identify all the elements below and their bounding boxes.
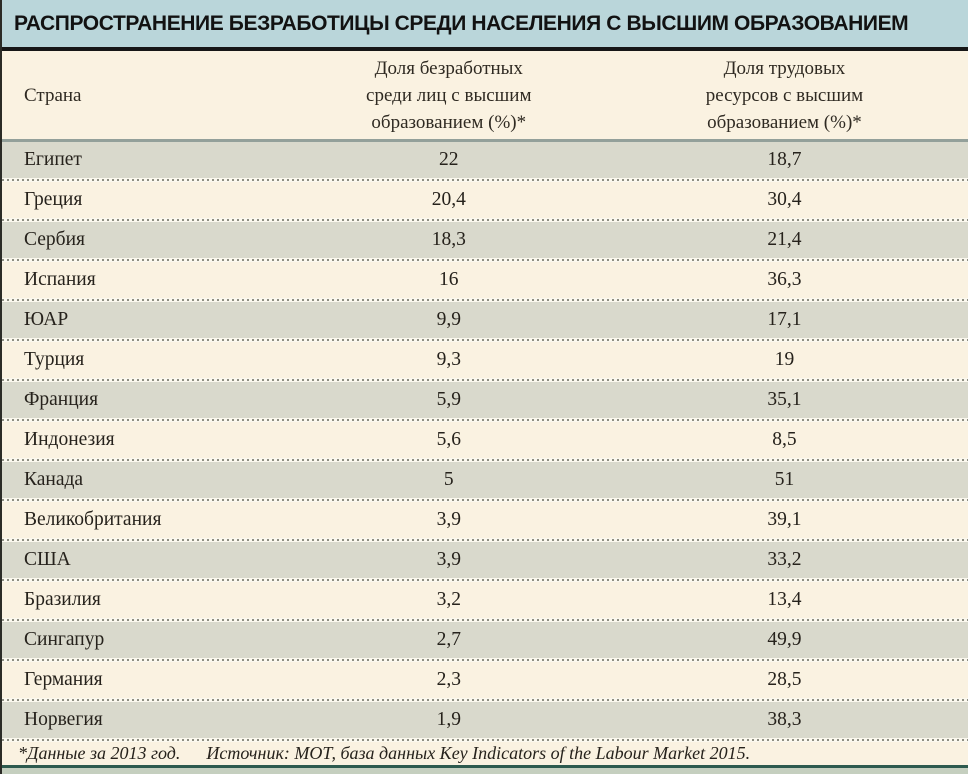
labor-share-cell: 49,9 (767, 629, 802, 650)
table-body: Египет 22 18,7 Греция 20,4 30,4 Сербия 18,3 21,4… (2, 142, 968, 738)
unemployed-share-cell: 16 (439, 269, 459, 290)
table-row: Сербия 18,3 21,4 (2, 222, 968, 258)
table-row: Греция 20,4 30,4 (2, 182, 968, 218)
table-row: Турция 9,3 19 (2, 342, 968, 378)
row-separator (2, 538, 968, 542)
row-separator (2, 458, 968, 462)
table-row: Норвегия 1,9 38,3 (2, 702, 968, 738)
labor-share-cell: 51 (774, 469, 795, 490)
footer-separator (2, 738, 968, 742)
column-header-labor-share: Доля трудовых ресурсов с высшим образова… (705, 57, 864, 133)
column-header-country: Страна (24, 84, 82, 106)
unemployed-share-cell: 20,4 (431, 189, 466, 210)
labor-share-cell: 8,5 (772, 429, 797, 450)
footnote-text: *Данные за 2013 год. (18, 743, 181, 763)
table-row: Бразилия 3,2 13,4 (2, 582, 968, 618)
unemployed-share-cell: 9,3 (436, 349, 461, 370)
unemployed-share-cell: 5 (443, 469, 454, 490)
country-cell: Индонезия (24, 429, 115, 450)
bottom-rule (2, 765, 968, 768)
table-header-row: Страна Доля безработных среди лиц с высш… (2, 51, 968, 139)
unemployed-share-cell: 9,9 (436, 309, 461, 330)
country-cell: Сербия (24, 229, 85, 250)
country-cell: Испания (24, 269, 96, 290)
labor-share-cell: 28,5 (767, 669, 802, 690)
row-separator (2, 298, 968, 302)
labor-share-cell: 38,3 (767, 709, 802, 730)
country-cell: Бразилия (24, 589, 101, 610)
column-header-unemployed-share: Доля безработных среди лиц с высшим обра… (366, 57, 532, 133)
table-title-band: РАСПРОСТРАНЕНИЕ БЕЗРАБОТИЦЫ СРЕДИ НАСЕЛЕ… (2, 0, 968, 47)
country-cell: Турция (24, 349, 85, 370)
table-row: Египет 22 18,7 (2, 142, 968, 178)
labor-share-cell: 19 (774, 349, 795, 370)
unemployed-share-cell: 18,3 (431, 229, 466, 250)
row-separator (2, 498, 968, 502)
unemployed-share-cell: 22 (439, 149, 459, 170)
bottom-band (2, 768, 968, 774)
labor-share-cell: 21,4 (767, 229, 802, 250)
table-row: Великобритания 3,9 39,1 (2, 502, 968, 538)
table-row: ЮАР 9,9 17,1 (2, 302, 968, 338)
title-divider-rule (2, 47, 968, 51)
labor-share-cell: 35,1 (767, 389, 802, 410)
row-separator (2, 578, 968, 582)
row-separator (2, 658, 968, 662)
country-cell: США (24, 549, 71, 570)
unemployed-share-cell: 3,9 (436, 549, 461, 570)
country-cell: Норвегия (24, 709, 103, 730)
country-cell: Сингапур (24, 629, 105, 650)
row-separator (2, 338, 968, 342)
country-cell: Канада (24, 469, 84, 490)
row-separator (2, 698, 968, 702)
unemployed-share-cell: 3,2 (436, 589, 461, 610)
country-cell: Великобритания (24, 509, 162, 530)
table-row: Индонезия 5,6 8,5 (2, 422, 968, 458)
table-row: Франция 5,9 35,1 (2, 382, 968, 418)
unemployed-share-cell: 3,9 (436, 509, 461, 530)
labor-share-cell: 30,4 (767, 189, 802, 210)
row-separator (2, 418, 968, 422)
table-row: Испания 16 36,3 (2, 262, 968, 298)
labor-share-cell: 36,3 (767, 269, 802, 290)
labor-share-cell: 18,7 (767, 149, 802, 170)
unemployed-share-cell: 2,3 (436, 669, 461, 690)
source-text: Источник: МОТ, база данных Key Indicator… (206, 743, 751, 763)
country-cell: ЮАР (24, 309, 69, 330)
unemployed-share-cell: 1,9 (436, 709, 461, 730)
table-row: Германия 2,3 28,5 (2, 662, 968, 698)
country-cell: Германия (24, 669, 103, 690)
unemployed-share-cell: 5,6 (436, 429, 461, 450)
country-cell: Франция (24, 389, 99, 410)
labor-share-cell: 17,1 (767, 309, 802, 330)
table-row: США 3,9 33,2 (2, 542, 968, 578)
labor-share-cell: 13,4 (767, 589, 802, 610)
country-cell: Греция (24, 189, 83, 210)
table-footer: *Данные за 2013 год. Источник: МОТ, база… (2, 742, 968, 765)
row-separator (2, 378, 968, 382)
row-separator (2, 618, 968, 622)
labor-share-cell: 39,1 (767, 509, 802, 530)
labor-share-cell: 33,2 (767, 549, 802, 570)
unemployed-share-cell: 2,7 (436, 629, 461, 650)
table-row: Сингапур 2,7 49,9 (2, 622, 968, 658)
row-separator (2, 258, 968, 262)
header-divider-rule (2, 139, 968, 142)
table-title: РАСПРОСТРАНЕНИЕ БЕЗРАБОТИЦЫ СРЕДИ НАСЕЛЕ… (14, 11, 909, 35)
row-separator (2, 178, 968, 182)
row-separator (2, 218, 968, 222)
country-cell: Египет (24, 149, 82, 170)
table-row: Канада 5 51 (2, 462, 968, 498)
unemployed-share-cell: 5,9 (436, 389, 461, 410)
